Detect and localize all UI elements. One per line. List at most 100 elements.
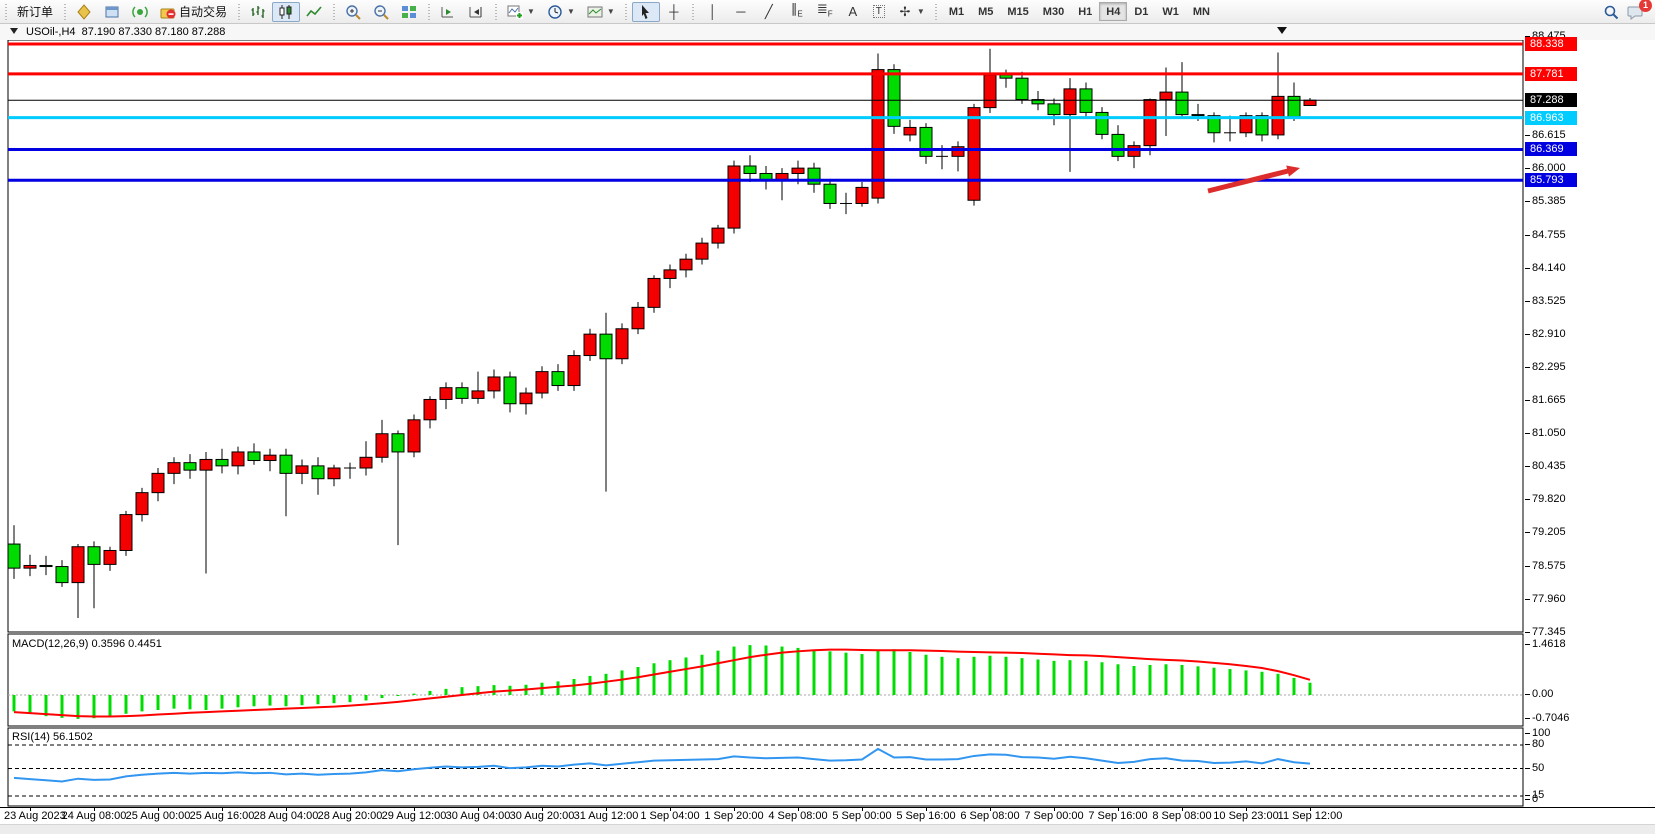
autotrading-label: 自动交易 xyxy=(179,5,228,19)
time-tick xyxy=(926,807,927,811)
rsi-pane[interactable] xyxy=(0,727,1524,807)
time-axis-label: 31 Aug 12:00 xyxy=(573,810,639,822)
text-button[interactable]: A xyxy=(839,2,867,22)
zoom-out-button[interactable] xyxy=(367,2,395,22)
indicators-button[interactable]: ▼ xyxy=(501,2,541,22)
cursor-button[interactable] xyxy=(631,1,660,22)
auto-scroll-button[interactable] xyxy=(434,2,462,22)
zoom-in-button[interactable] xyxy=(339,2,367,22)
vertical-line-button[interactable]: │ xyxy=(699,2,727,22)
chart-shift-button[interactable] xyxy=(462,2,490,22)
toolbar-grip[interactable] xyxy=(493,3,499,20)
horizontal-line-button[interactable]: ─ xyxy=(727,2,755,22)
axis-tick-label: 81.050 xyxy=(1525,427,1566,440)
price-axis[interactable]: 88.475 86.615 86.000 85.385 84.755 84.140 83.5… xyxy=(1524,0,1655,834)
timeframe-h4-button[interactable]: H4 xyxy=(1099,2,1128,21)
macd-pane[interactable] xyxy=(0,633,1524,728)
equidistant-channel-button[interactable]: ∥E xyxy=(783,1,811,22)
time-axis-label: 5 Sep 00:00 xyxy=(832,810,892,822)
bar-chart-button[interactable] xyxy=(244,2,272,22)
axis-tick-label: 79.820 xyxy=(1525,493,1566,506)
window-bottom-edge xyxy=(0,824,1655,834)
chart-shift-marker-icon[interactable] xyxy=(1277,27,1287,34)
time-axis-label: 10 Sep 23:00 xyxy=(1213,810,1279,822)
chart-title-strip: USOil-,H4 87.190 87.330 87.180 87.288 xyxy=(0,24,1655,40)
price-level-label: 87.781 xyxy=(1525,66,1577,81)
notification-badge: 1 xyxy=(1639,0,1652,12)
axis-tick-label: -0.7046 xyxy=(1524,712,1570,725)
new-chart-button[interactable] xyxy=(70,2,98,22)
time-axis-label: 25 Aug 00:00 xyxy=(125,810,191,822)
axis-tick-label: 80 xyxy=(1524,737,1545,750)
timeframe-m15-button[interactable]: M15 xyxy=(1007,5,1029,18)
price-chart-pane[interactable] xyxy=(0,40,1524,634)
chart-menu-triangle-icon[interactable] xyxy=(10,28,18,34)
time-axis-label: 28 Aug 04:00 xyxy=(253,810,319,822)
time-tick xyxy=(350,807,351,811)
axis-tick-label: 0.00 xyxy=(1524,688,1554,700)
time-tick xyxy=(414,807,415,811)
axis-tick-label: 86.615 xyxy=(1525,129,1566,142)
market-watch-button[interactable] xyxy=(98,2,126,22)
arrows-icon: ✢ xyxy=(899,3,911,19)
toolbar-grip[interactable] xyxy=(690,3,696,20)
vertical-line-icon: │ xyxy=(708,3,717,19)
timeframe-m5-button[interactable]: M5 xyxy=(978,5,994,18)
toolbar-grip[interactable] xyxy=(933,3,939,20)
time-tick xyxy=(30,807,31,811)
toolbar-grip[interactable] xyxy=(3,3,8,20)
autotrading-button[interactable]: 自动交易 xyxy=(154,2,233,22)
toolbar-grip[interactable] xyxy=(426,3,432,20)
axis-tick-label: 1.4618 xyxy=(1525,638,1566,651)
fibonacci-button[interactable]: ≣F xyxy=(811,1,839,22)
axis-tick-label: 84.140 xyxy=(1525,261,1566,274)
arrows-button[interactable]: ✢ ▼ xyxy=(891,2,931,22)
toolbar-grip[interactable] xyxy=(623,3,629,20)
time-axis-label: 7 Sep 16:00 xyxy=(1088,810,1148,822)
timeframe-mn-button[interactable]: MN xyxy=(1192,5,1210,18)
timeframe-d1-button[interactable]: D1 xyxy=(1134,5,1149,18)
signals-button[interactable] xyxy=(126,2,154,22)
main-toolbar: 新订单 自动交易 ▼ ▼ ▼ ┼ │ ─ ╱ ∥E ≣F A xyxy=(0,0,1655,24)
time-axis-label: 1 Sep 04:00 xyxy=(640,810,700,822)
axis-tick-label: 84.755 xyxy=(1525,228,1566,241)
timeframe-m1-button[interactable]: M1 xyxy=(948,5,965,18)
time-axis-label: 23 Aug 2023 xyxy=(4,810,66,822)
time-axis-label: 24 Aug 08:00 xyxy=(61,810,127,822)
axis-tick-label: 77.960 xyxy=(1525,592,1566,605)
timeframe-w1-button[interactable]: W1 xyxy=(1162,5,1179,18)
macd-title: MACD(12,26,9) 0.3596 0.4451 xyxy=(12,638,162,650)
chat-icon[interactable]: 1 xyxy=(1627,0,1652,20)
crosshair-icon: ┼ xyxy=(669,3,679,19)
toolbar-grip[interactable] xyxy=(62,3,68,20)
timeframe-m30-button[interactable]: M30 xyxy=(1042,5,1065,18)
line-chart-button[interactable] xyxy=(300,2,328,22)
candlestick-chart-icon xyxy=(278,4,294,20)
crosshair-button[interactable]: ┼ xyxy=(660,2,688,22)
new-order-button[interactable]: 新订单 xyxy=(11,2,59,22)
periods-clock-icon xyxy=(547,4,563,20)
time-axis[interactable]: 23 Aug 2023 24 Aug 08:00 25 Aug 00:00 25 Au… xyxy=(0,807,1655,823)
candlestick-chart-button[interactable] xyxy=(272,1,301,22)
templates-button[interactable]: ▼ xyxy=(581,2,621,22)
axis-tick-label: 85.385 xyxy=(1525,195,1566,208)
tile-windows-icon xyxy=(401,4,417,20)
timeframe-h1-button[interactable]: H1 xyxy=(1078,5,1093,18)
rsi-title: RSI(14) 56.1502 xyxy=(12,731,93,743)
periods-button[interactable]: ▼ xyxy=(541,2,581,22)
tile-windows-button[interactable] xyxy=(395,2,423,22)
axis-tick-label: 50 xyxy=(1524,761,1545,774)
trend-line-button[interactable]: ╱ xyxy=(755,2,783,22)
cursor-icon xyxy=(638,4,654,20)
axis-tick-label: 100 xyxy=(1524,727,1551,739)
templates-icon xyxy=(587,4,603,20)
price-level-label: 85.793 xyxy=(1525,173,1577,188)
indicators-add-icon xyxy=(507,4,524,20)
market-watch-icon xyxy=(104,4,120,20)
text-label-button[interactable]: T xyxy=(867,2,891,22)
toolbar-grip[interactable] xyxy=(331,3,337,20)
toolbar-grip[interactable] xyxy=(236,3,242,20)
search-icon[interactable] xyxy=(1603,4,1619,20)
time-axis-label: 29 Aug 12:00 xyxy=(381,810,447,822)
bar-chart-icon xyxy=(250,4,266,20)
